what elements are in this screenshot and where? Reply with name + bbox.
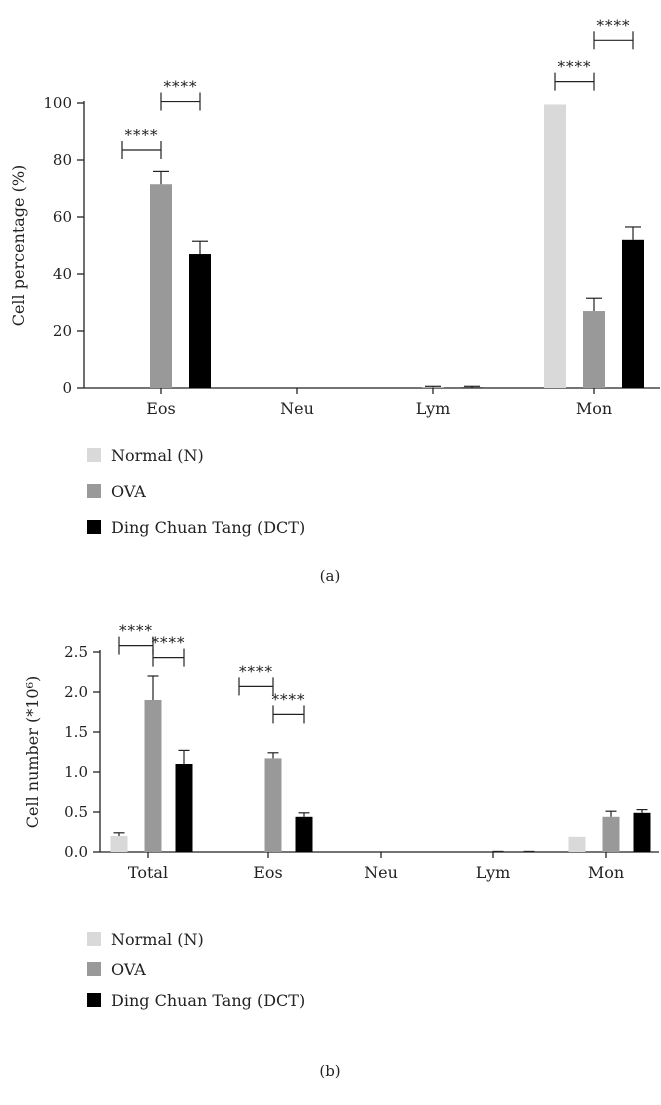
x-tick-label: Neu xyxy=(280,399,314,418)
bar xyxy=(633,812,651,852)
y-axis-label: Cell number (*10⁶) xyxy=(23,676,42,829)
x-tick-label: Neu xyxy=(364,863,398,882)
y-tick-label: 0.5 xyxy=(64,803,88,821)
bar xyxy=(568,836,586,852)
y-tick-label: 40 xyxy=(53,265,72,283)
bar xyxy=(189,254,211,388)
significance-label: **** xyxy=(125,126,159,144)
bar xyxy=(422,387,444,388)
y-tick-label: 2.0 xyxy=(64,683,88,701)
significance-label: **** xyxy=(272,690,306,708)
legend-label: Ding Chuan Tang (DCT) xyxy=(111,991,305,1010)
significance-label: **** xyxy=(152,634,186,652)
bar xyxy=(144,700,162,852)
x-tick-label: Eos xyxy=(146,399,176,418)
panel-label: (a) xyxy=(320,567,341,585)
bar xyxy=(461,387,483,388)
significance-label: **** xyxy=(239,662,273,680)
y-axis-label: Cell percentage (%) xyxy=(9,165,28,327)
legend-swatch xyxy=(87,993,101,1007)
x-tick-label: Lym xyxy=(416,399,451,418)
significance-label: **** xyxy=(164,78,198,96)
legend-swatch xyxy=(87,448,101,462)
significance-label: **** xyxy=(558,58,592,76)
bar xyxy=(295,816,313,852)
significance-label: **** xyxy=(119,622,153,640)
x-tick-label: Mon xyxy=(576,399,612,418)
y-tick-label: 80 xyxy=(53,151,72,169)
legend-label: Ding Chuan Tang (DCT) xyxy=(111,518,305,537)
legend-label: OVA xyxy=(111,960,146,979)
legend-label: Normal (N) xyxy=(111,446,204,465)
bar xyxy=(110,836,128,852)
bar xyxy=(175,764,193,852)
y-tick-label: 20 xyxy=(53,322,72,340)
bar xyxy=(264,758,282,852)
bar xyxy=(583,311,605,388)
bar xyxy=(622,239,644,388)
legend-label: Normal (N) xyxy=(111,930,204,949)
panel-label: (b) xyxy=(319,1062,340,1080)
y-tick-label: 1.0 xyxy=(64,763,88,781)
legend-swatch xyxy=(87,520,101,534)
y-tick-label: 60 xyxy=(53,208,72,226)
significance-label: **** xyxy=(597,16,631,34)
legend-swatch xyxy=(87,932,101,946)
legend-label: OVA xyxy=(111,482,146,501)
x-tick-label: Mon xyxy=(588,863,624,882)
x-tick-label: Total xyxy=(128,863,168,882)
bar xyxy=(150,184,172,388)
y-tick-label: 1.5 xyxy=(64,723,88,741)
y-tick-label: 0 xyxy=(62,379,72,397)
x-tick-label: Eos xyxy=(253,863,283,882)
bar xyxy=(602,816,620,852)
y-tick-label: 0.0 xyxy=(64,843,88,861)
legend-swatch xyxy=(87,962,101,976)
bar xyxy=(544,104,566,389)
legend-swatch xyxy=(87,484,101,498)
y-tick-label: 2.5 xyxy=(64,643,88,661)
y-tick-label: 100 xyxy=(43,94,72,112)
x-tick-label: Lym xyxy=(476,863,511,882)
